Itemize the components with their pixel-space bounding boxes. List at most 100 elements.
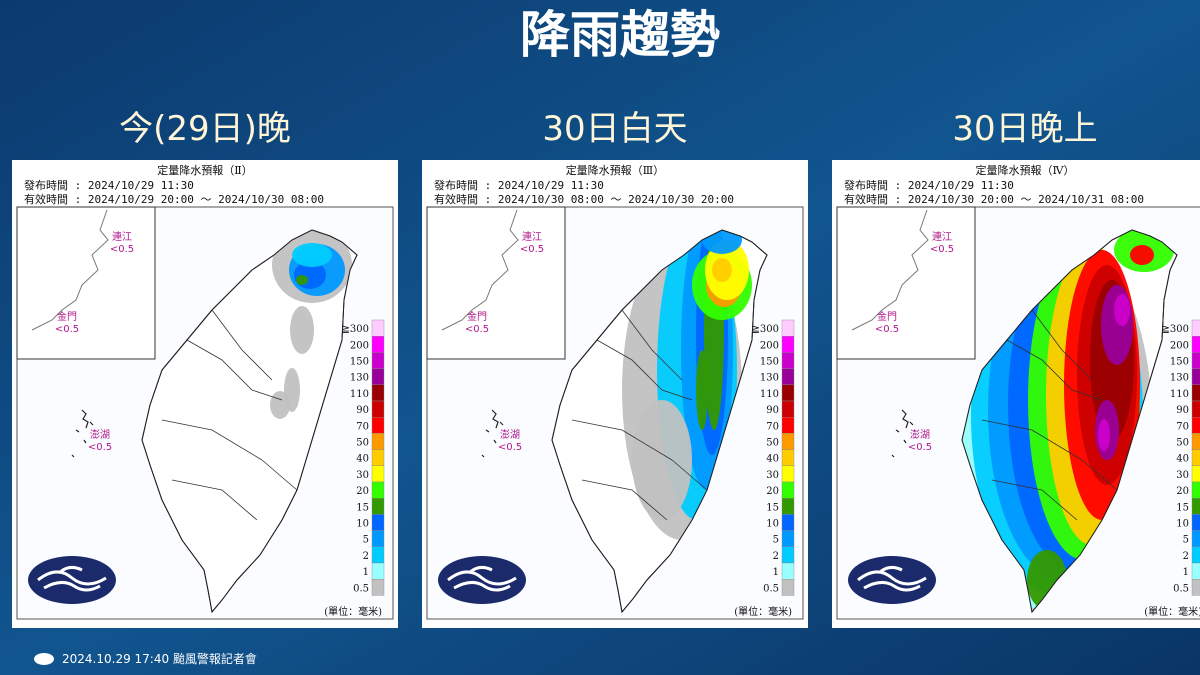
legend-swatch: [781, 368, 795, 386]
legend-swatch: [1191, 449, 1200, 467]
penghu-islands: [481, 409, 504, 458]
legend-swatch: [781, 498, 795, 515]
legend-swatch: [781, 481, 795, 499]
legend-swatch: [781, 319, 795, 337]
agency-logo: [438, 556, 526, 604]
legend-swatch: [371, 465, 385, 483]
rain-blob: [1098, 419, 1110, 451]
agency-logo-swirl: [37, 565, 107, 592]
legend-label: 40: [766, 454, 779, 465]
legend-swatch: [781, 546, 795, 564]
legend-label: 130: [1170, 373, 1189, 384]
legend-label: 90: [766, 405, 779, 416]
legend-label: 70: [766, 421, 779, 432]
legend-swatch: [1191, 481, 1200, 499]
legend-label: 1: [1183, 567, 1189, 578]
legend-swatch: [781, 335, 795, 353]
legend-label: 10: [766, 519, 779, 530]
legend-label: 30: [1176, 470, 1189, 481]
valid-time: 有效時間 : 2024/10/29 20:00 ～ 2024/10/30 08:…: [24, 192, 324, 206]
inset-box: [836, 206, 976, 360]
panel-heading: 30日晚上: [952, 109, 1097, 149]
legend-swatch: [781, 514, 795, 531]
legend-swatch: [781, 384, 795, 402]
inset-coast: [441, 209, 519, 331]
island-name: 連江: [112, 230, 132, 243]
agency-logo-swirl: [857, 565, 927, 592]
legend-label: 90: [356, 405, 369, 416]
legend-swatch: [781, 449, 795, 467]
legend-swatch: [781, 562, 795, 580]
rain-blob: [292, 243, 332, 267]
legend-label: 0.5: [353, 583, 369, 594]
rain-blob: [632, 400, 692, 520]
legend-swatch: [781, 433, 795, 450]
island-value: <0.5: [55, 324, 79, 335]
panel-heading: 30日白天: [542, 109, 687, 149]
legend-label: 130: [350, 373, 369, 384]
legend-swatch: [1191, 579, 1200, 596]
footer-text: 2024.10.29 17:40 颱風警報記者會: [62, 651, 257, 666]
legend-swatch: [1191, 368, 1200, 386]
legend-swatch: [1191, 562, 1200, 580]
legend-label: 110: [760, 389, 779, 400]
penghu-islands: [891, 409, 914, 458]
legend-swatch: [371, 449, 385, 467]
legend-swatch: [371, 481, 385, 499]
island-value: <0.5: [875, 324, 899, 335]
issue-time: 發布時間 : 2024/10/29 11:30: [24, 178, 194, 192]
agency-logo: [848, 556, 936, 604]
issue-time: 發布時間 : 2024/10/29 11:30: [844, 178, 1014, 192]
legend-label: 110: [1170, 389, 1189, 400]
legend-label: 150: [1170, 357, 1189, 368]
legend-label: 1: [773, 567, 779, 578]
agency-logo-swirl: [447, 565, 517, 592]
legend-label: ≧300: [752, 324, 779, 335]
legend-label: 30: [766, 470, 779, 481]
valid-time: 有效時間 : 2024/10/30 08:00 ～ 2024/10/30 20:…: [434, 192, 734, 206]
legend-label: 40: [1176, 454, 1189, 465]
legend-label: 200: [760, 340, 779, 351]
legend-label: 15: [356, 502, 369, 513]
legend-label: 30: [356, 470, 369, 481]
island-value: <0.5: [930, 244, 954, 255]
legend-label: 2: [773, 551, 779, 562]
unit: (單位：毫米): [324, 605, 382, 618]
legend-label: 15: [1176, 502, 1189, 513]
legend-label: 110: [350, 389, 369, 400]
island-name: 金門: [877, 310, 897, 323]
legend-swatch: [781, 465, 795, 483]
legend-swatch: [371, 514, 385, 531]
legend-swatch: [371, 368, 385, 386]
inset-coast: [31, 209, 109, 331]
island-name: 澎湖: [910, 429, 930, 441]
legend-label: ≧300: [1162, 324, 1189, 335]
legend-swatch: [371, 530, 385, 548]
island-value: <0.5: [465, 324, 489, 335]
island-value: <0.5: [88, 442, 112, 453]
legend-swatch: [1191, 498, 1200, 515]
legend-swatch: [371, 400, 385, 418]
rain-blob: [290, 306, 314, 354]
legend-swatch: [781, 530, 795, 548]
unit: (單位：毫米): [734, 605, 792, 618]
issue-time: 發布時間 : 2024/10/29 11:30: [434, 178, 604, 192]
rain-blob: [696, 350, 708, 430]
slide-title: 降雨趨勢: [520, 6, 720, 64]
legend-swatch: [781, 417, 795, 434]
legend-label: 40: [356, 454, 369, 465]
island-name: 連江: [522, 230, 542, 243]
island-value: <0.5: [110, 244, 134, 255]
penghu-islands: [71, 409, 94, 458]
legend-label: 2: [363, 551, 369, 562]
legend-swatch: [371, 433, 385, 450]
county-borders: [981, 309, 1118, 521]
rain-blob: [1130, 245, 1154, 265]
inset-box: [16, 206, 156, 360]
map-title: 定量降水預報（Ⅱ）: [157, 163, 252, 177]
legend-swatch: [1191, 384, 1200, 402]
legend-label: 70: [1176, 421, 1189, 432]
